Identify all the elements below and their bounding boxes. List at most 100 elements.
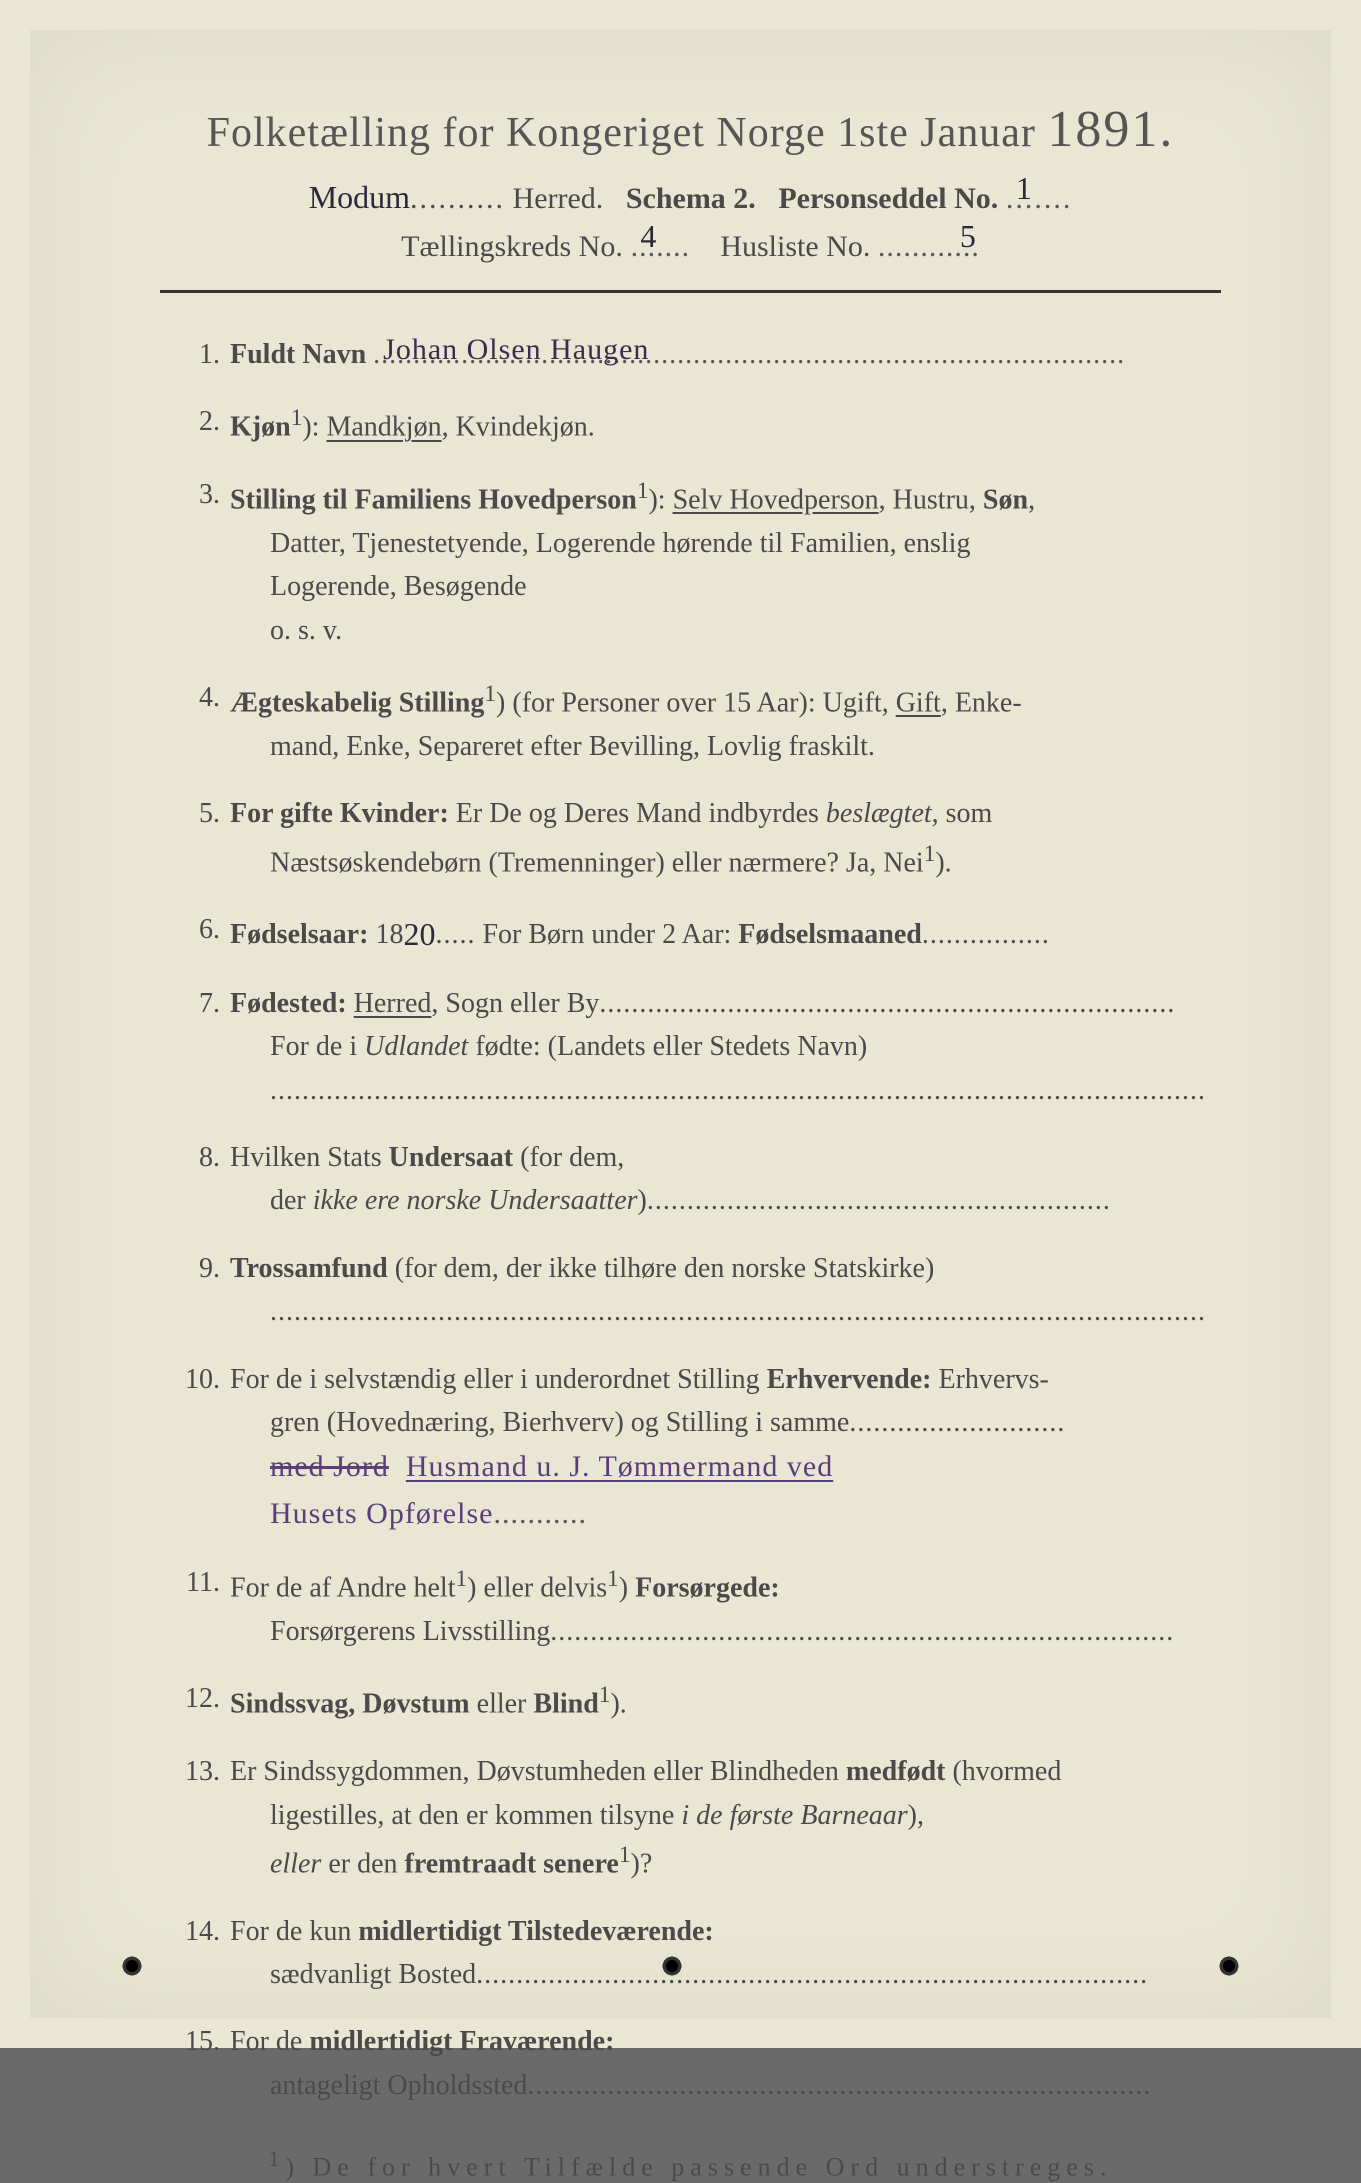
husliste-no: 5 (960, 218, 976, 255)
em: ikke ere norske Undersaatter (313, 1185, 638, 1216)
q-num: 13. (180, 1750, 220, 1793)
q-num: 6. (180, 908, 220, 951)
herred-label: Herred. (513, 182, 604, 215)
q-label: Sindssvag, Døvstum (230, 1689, 470, 1720)
line: ligestilles, at den er kommen tilsyne i … (230, 1794, 1241, 1837)
q-num: 15. (180, 2020, 220, 2063)
line: sædvanligt Bosted.......................… (230, 1953, 1241, 1996)
q7: 7. Fødested: Herred, Sogn eller By......… (180, 982, 1241, 1112)
dots: ........................................… (599, 988, 1175, 1019)
birthyear-hand: 20 (403, 916, 435, 952)
text: Forsørgerens Livsstilling (270, 1616, 550, 1647)
title-text: Folketælling for Kongeriget Norge 1ste J… (207, 110, 1036, 156)
em: eller (270, 1848, 321, 1879)
line: o. s. v. (230, 609, 1241, 652)
dots: ................ (922, 919, 1050, 950)
q-label2: fremtraadt senere (405, 1848, 619, 1879)
text: For de i selvstændig eller i underordnet… (230, 1364, 767, 1395)
q13: 13. Er Sindssygdommen, Døvstumheden elle… (180, 1750, 1241, 1886)
q2: 2. Kjøn1): Mandkjøn, Kvindekjøn. (180, 400, 1241, 449)
personseddel-label: Personseddel No. (778, 182, 998, 215)
sup: 1 (484, 681, 496, 707)
text: (for dem, der ikke tilhøre den norske St… (395, 1253, 935, 1284)
line: der ikke ere norske Undersaatter).......… (230, 1179, 1241, 1222)
dots: ........................................… (527, 2070, 1151, 2101)
dots: ........................................… (550, 1616, 1174, 1647)
dots: ..... (435, 919, 475, 950)
text: ) eller delvis (467, 1573, 607, 1604)
sup: 1 (456, 1566, 468, 1592)
dots-line: ........................................… (230, 1069, 1241, 1112)
sup: 1 (599, 1682, 611, 1708)
q-label: midlertidigt Fraværende: (309, 2026, 614, 2057)
text: Hvilken Stats (230, 1142, 389, 1173)
sup: 1 (924, 841, 936, 867)
line: antageligt Opholdssted..................… (230, 2064, 1241, 2107)
line: Datter, Tjenestetyende, Logerende hørend… (230, 522, 1241, 565)
q4: 4. Ægteskabelig Stilling1) (for Personer… (180, 676, 1241, 768)
binding-hole-icon (1217, 1954, 1241, 1978)
binding-hole-icon (120, 1954, 144, 1978)
page-title: Folketælling for Kongeriget Norge 1ste J… (140, 100, 1241, 159)
name-handwritten: Johan Olsen Haugen (383, 327, 649, 374)
personseddel-no: 1 (1016, 170, 1032, 207)
q-num: 14. (180, 1910, 220, 1953)
q-label: midlertidigt Tilstedeværende: (358, 1916, 713, 1947)
text: For de (230, 2026, 309, 2057)
q-label: Ægteskabelig Stilling (230, 687, 484, 718)
q10: 10. For de i selvstændig eller i underor… (180, 1358, 1241, 1538)
census-form-page: Folketælling for Kongeriget Norge 1ste J… (0, 0, 1361, 2048)
text: Er Sindssygdommen, Døvstumheden eller Bl… (230, 1756, 846, 1787)
text: ). (935, 847, 951, 878)
sup: 1 (619, 1842, 631, 1868)
q-num: 10. (180, 1358, 220, 1401)
text: (hvormed (945, 1756, 1061, 1787)
text: fødte: (Landets eller Stedets Navn) (468, 1031, 867, 1062)
text: ). (610, 1689, 626, 1720)
q-num: 9. (180, 1247, 220, 1290)
q-label2: Fødselsmaaned (738, 919, 922, 950)
occupation-hand-1: med Jord Husmand u. J. Tømmermand ved (230, 1444, 1241, 1491)
line: Forsørgerens Livsstilling...............… (230, 1610, 1241, 1653)
q-label: Fødselsaar: (230, 919, 368, 950)
q9: 9. Trossamfund (for dem, der ikke tilhør… (180, 1247, 1241, 1334)
text: , Sogn eller By (431, 988, 599, 1019)
line: Logerende, Besøgende (230, 565, 1241, 608)
text: Husets Opførelse (270, 1497, 493, 1530)
text: ), (908, 1800, 924, 1831)
q-label2: Blind (533, 1689, 598, 1720)
kreds-label: Tællingskreds No. (401, 230, 623, 263)
text: gren (Hovednæring, Bierhverv) og Stillin… (270, 1407, 849, 1438)
line: gren (Hovednæring, Bierhverv) og Stillin… (230, 1401, 1241, 1444)
text: For de kun (230, 1916, 358, 1947)
q-label: Fuldt Navn (230, 339, 366, 370)
q5: 5. For gifte Kvinder: Er De og Deres Man… (180, 792, 1241, 884)
text: 18 (375, 919, 403, 950)
struck-text: med Jord (270, 1450, 389, 1483)
horizontal-rule (160, 290, 1221, 293)
text: antageligt Opholdssted (270, 2070, 527, 2101)
text: sædvanligt Bosted (270, 1959, 476, 1990)
title-year: 1891. (1047, 101, 1174, 158)
text: eller (470, 1689, 534, 1720)
text: For de af Andre helt (230, 1573, 456, 1604)
em: i de første Barneaar (681, 1800, 907, 1831)
q-num: 4. (180, 676, 220, 719)
footnote-text: ) De for hvert Tilfælde passende Ord und… (285, 2153, 1112, 2182)
sup: 1 (607, 1566, 619, 1592)
text: der (270, 1185, 313, 1216)
relation-underlined: Selv Hovedperson (673, 484, 879, 515)
q-label: Kjøn (230, 412, 291, 443)
em: beslægtet (826, 798, 932, 829)
q-label: Stilling til Familiens Hovedperson (230, 484, 637, 515)
q-num: 2. (180, 400, 220, 443)
q-label: For gifte Kvinder: (230, 798, 449, 829)
text: Husmand u. J. Tømmermand ved (406, 1450, 833, 1483)
sup: 1 (637, 478, 649, 504)
sex-underlined: Mandkjøn (326, 412, 441, 443)
text: Næstsøskendebørn (Tremenninger) eller næ… (270, 847, 924, 878)
q-label: Forsørgede: (635, 1573, 780, 1604)
question-list: 1. Fuldt Navn Johan Olsen Haugen .......… (140, 333, 1241, 2107)
text: Er De og Deres Mand indbyrdes (456, 798, 826, 829)
q6: 6. Fødselsaar: 1820..... For Børn under … (180, 908, 1241, 958)
